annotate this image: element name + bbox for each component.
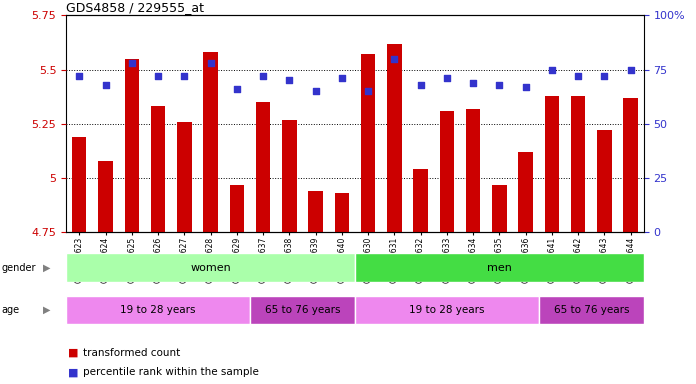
Point xyxy=(625,66,636,73)
Text: 65 to 76 years: 65 to 76 years xyxy=(264,305,340,315)
Text: 65 to 76 years: 65 to 76 years xyxy=(553,305,629,315)
Bar xyxy=(335,193,349,232)
Point xyxy=(363,88,374,94)
Point xyxy=(599,73,610,79)
Text: ▶: ▶ xyxy=(43,263,51,273)
Bar xyxy=(539,296,644,324)
Point xyxy=(74,73,85,79)
Bar xyxy=(151,106,165,232)
Bar xyxy=(440,111,454,232)
Text: 19 to 28 years: 19 to 28 years xyxy=(120,305,196,315)
Point xyxy=(231,86,242,92)
Point xyxy=(494,82,505,88)
Text: women: women xyxy=(190,263,231,273)
Bar xyxy=(466,109,480,232)
Bar xyxy=(256,102,270,232)
Bar xyxy=(355,253,644,282)
Point xyxy=(126,60,137,66)
Bar xyxy=(66,253,355,282)
Bar xyxy=(571,96,585,232)
Bar xyxy=(282,119,296,232)
Text: percentile rank within the sample: percentile rank within the sample xyxy=(83,367,259,377)
Bar xyxy=(308,191,323,232)
Point xyxy=(573,73,584,79)
Bar xyxy=(125,59,139,232)
Text: 19 to 28 years: 19 to 28 years xyxy=(409,305,484,315)
Point xyxy=(258,73,269,79)
Bar xyxy=(545,96,559,232)
Bar xyxy=(624,98,638,232)
Point xyxy=(441,75,452,81)
Bar xyxy=(492,185,507,232)
Point xyxy=(179,73,190,79)
Point xyxy=(546,66,557,73)
Text: ■: ■ xyxy=(68,348,78,358)
Text: transformed count: transformed count xyxy=(83,348,180,358)
Point xyxy=(100,82,111,88)
Point xyxy=(310,88,321,94)
Bar xyxy=(413,169,428,232)
Point xyxy=(468,79,479,86)
Bar xyxy=(203,52,218,232)
Bar xyxy=(597,130,612,232)
Text: ▶: ▶ xyxy=(43,305,51,315)
Text: GDS4858 / 229555_at: GDS4858 / 229555_at xyxy=(66,1,204,14)
Point xyxy=(415,82,426,88)
Bar xyxy=(250,296,355,324)
Bar xyxy=(230,185,244,232)
Bar xyxy=(355,296,539,324)
Bar xyxy=(177,122,191,232)
Bar xyxy=(519,152,533,232)
Bar xyxy=(387,43,402,232)
Bar xyxy=(66,296,250,324)
Text: ■: ■ xyxy=(68,367,78,377)
Point xyxy=(205,60,216,66)
Text: men: men xyxy=(487,263,512,273)
Bar xyxy=(361,55,375,232)
Point xyxy=(389,56,400,62)
Point xyxy=(284,78,295,84)
Point xyxy=(520,84,531,90)
Text: gender: gender xyxy=(1,263,36,273)
Point xyxy=(336,75,347,81)
Text: age: age xyxy=(1,305,19,315)
Point xyxy=(152,73,164,79)
Bar xyxy=(72,137,86,232)
Bar xyxy=(98,161,113,232)
